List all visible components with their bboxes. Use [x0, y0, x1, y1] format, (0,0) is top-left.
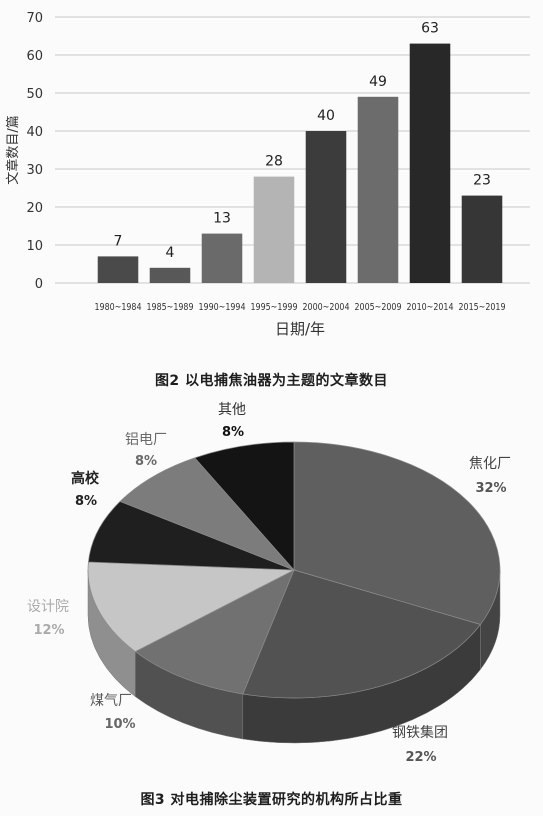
pie-category-label-1: 钢铁集团: [392, 724, 448, 741]
pie-category-label-6: 其他: [218, 402, 246, 418]
x-tick-label: 1980~1984: [95, 302, 142, 313]
pie-percent-label-0: 32%: [475, 481, 506, 496]
bar-5: [357, 96, 399, 283]
bar-value-label: 7: [114, 233, 123, 249]
x-tick-label: 2000~2004: [303, 302, 350, 313]
x-tick-label: 1995~1999: [251, 302, 298, 313]
bar-plot: 0 10 20 30 40 50 60 70 7 1980~1984 4 1985~1989 13 199…: [26, 11, 530, 313]
x-tick-label: 1985~1989: [147, 302, 194, 313]
bar-4: [305, 131, 347, 283]
bar-value-label: 13: [213, 211, 231, 227]
y-axis-label: 文章数目/篇: [5, 115, 21, 184]
bar-value-label: 49: [369, 74, 387, 90]
bar-3: [253, 176, 295, 283]
pie-category-label-3: 设计院: [27, 599, 69, 615]
x-tick-label: 1990~1994: [199, 302, 246, 313]
bar-1: [149, 267, 191, 283]
pie-percent-label-2: 10%: [104, 717, 135, 732]
y-tick-label: 0: [35, 277, 43, 292]
bar-value-label: 63: [421, 21, 439, 37]
x-tick-label: 2015~2019: [459, 302, 506, 313]
pie-tops: [87, 441, 501, 699]
x-tick-label: 2005~2009: [355, 302, 402, 313]
pie-slice-top-6: [194, 441, 295, 571]
bar-value-label: 28: [265, 154, 283, 170]
pie-slice-top-0: [293, 441, 501, 625]
pie-slice-top-3: [87, 561, 296, 653]
pie-slice-top-2: [134, 569, 295, 695]
y-tick-label: 70: [26, 11, 43, 26]
bar-6: [409, 43, 451, 283]
x-tick-label: 2010~2014: [407, 302, 454, 313]
pie-percent-label-5: 8%: [135, 454, 157, 469]
bar-chart: 0 10 20 30 40 50 60 70 7 1980~1984 4 1985~1989 13 199…: [5, 11, 530, 338]
y-tick-label: 50: [26, 87, 43, 102]
pie-slice-top-4: [88, 500, 295, 571]
x-axis-label: 日期/年: [275, 320, 325, 338]
pie-percent-label-1: 22%: [405, 750, 436, 765]
bar-value-label: 40: [317, 108, 335, 124]
figure-3-caption: 图3 对电捕除尘装置研究的机构所占比重: [140, 792, 403, 808]
y-tick-label: 40: [26, 125, 43, 140]
y-tick-label: 60: [26, 49, 43, 64]
pie-plot: [87, 441, 501, 744]
pie-percent-label-4: 8%: [75, 494, 97, 509]
bar-value-label: 23: [473, 173, 491, 189]
bar-value-label: 4: [166, 245, 175, 261]
pie-percent-label-6: 8%: [222, 425, 244, 440]
figure-2-caption: 图2 以电捕焦油器为主题的文章数目: [154, 373, 389, 389]
pie-slice-top-5: [119, 457, 295, 571]
pie-category-label-2: 煤气厂: [90, 693, 132, 709]
pie-category-label-0: 焦化厂: [469, 456, 511, 472]
y-tick-label: 30: [26, 163, 43, 178]
y-tick-label: 20: [26, 201, 43, 216]
pie-category-label-5: 铝电厂: [125, 432, 167, 448]
pie-category-label-4: 高校: [71, 470, 100, 487]
pie-percent-label-3: 12%: [33, 623, 64, 638]
bar-2: [201, 233, 243, 283]
pie-labels: 其他 8% 铝电厂 8% 高校 8% 焦化厂 32% 设计院 12% 煤气厂 1…: [27, 402, 511, 765]
bar-7: [461, 195, 503, 283]
y-tick-label: 10: [26, 239, 43, 254]
pie-chart: 其他 8% 铝电厂 8% 高校 8% 焦化厂 32% 设计院 12% 煤气厂 1…: [27, 402, 511, 765]
bar-0: [97, 256, 139, 283]
pie-slice-top-1: [242, 569, 481, 699]
